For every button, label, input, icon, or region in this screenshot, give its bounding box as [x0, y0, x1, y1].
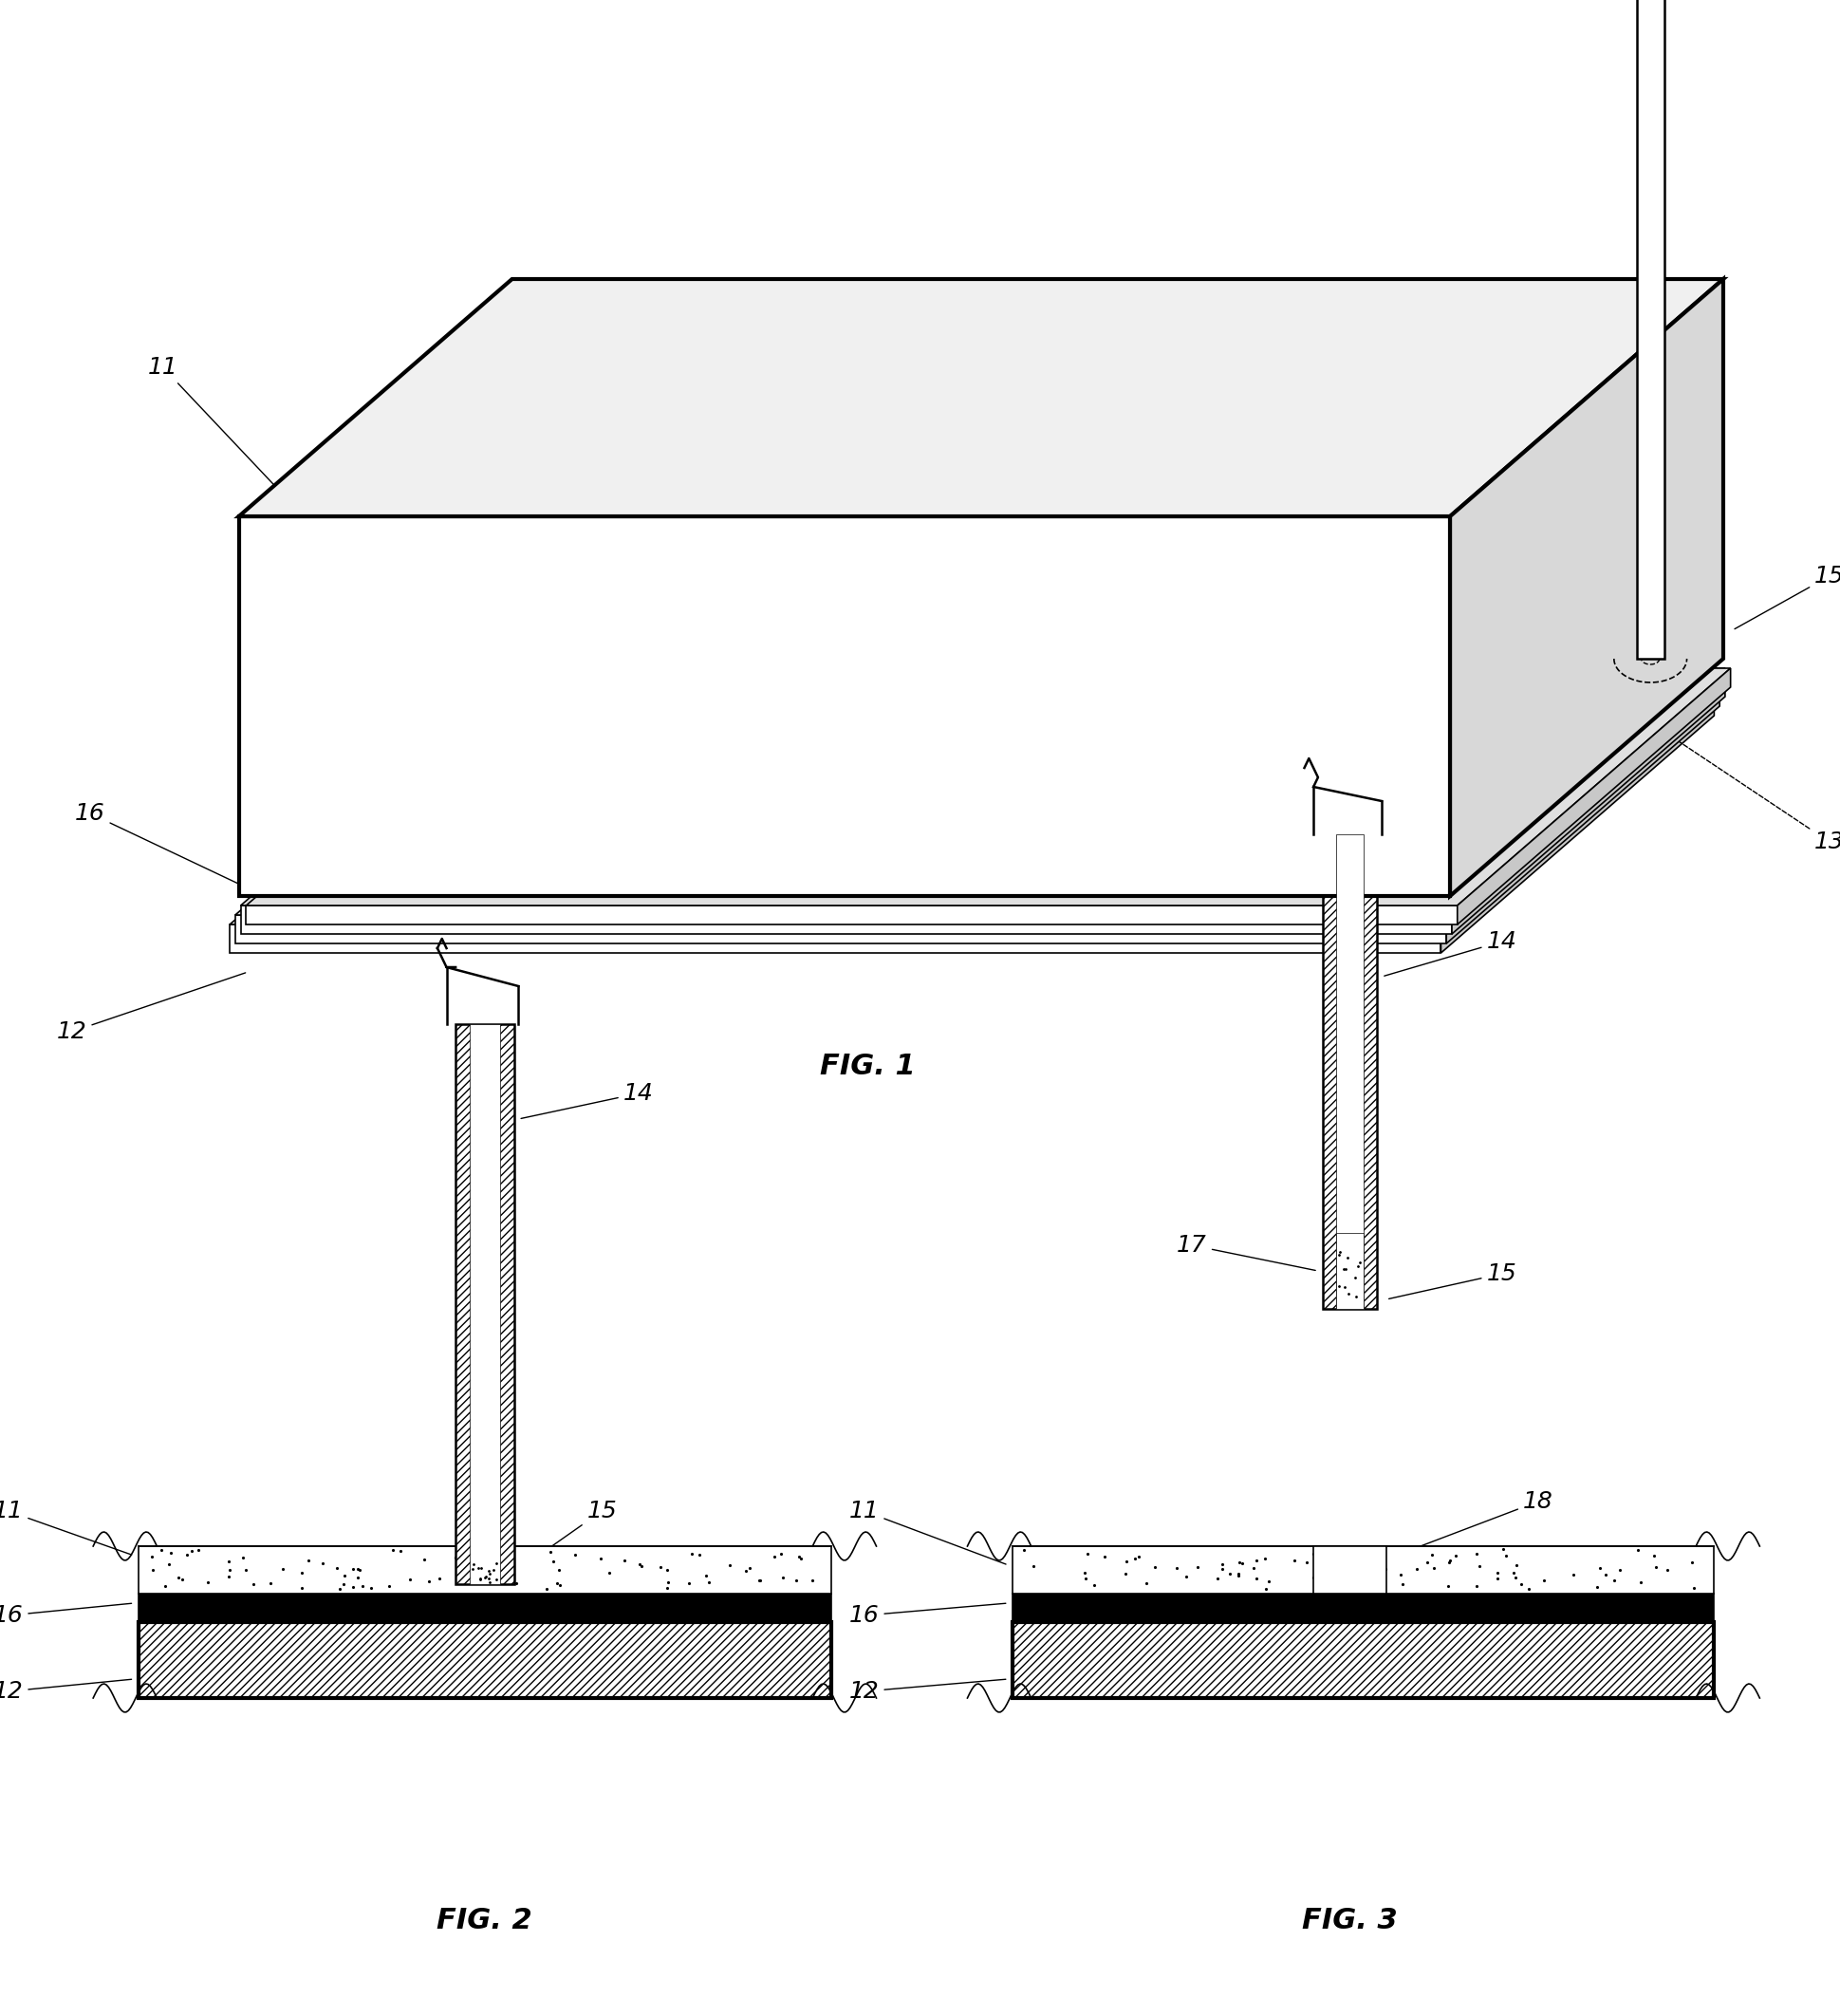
Text: FIG. 1: FIG. 1: [819, 1052, 914, 1081]
Polygon shape: [1450, 278, 1722, 895]
Polygon shape: [1457, 667, 1730, 925]
Text: 17: 17: [1176, 1234, 1316, 1270]
Text: 15: 15: [1387, 1262, 1516, 1298]
Text: FIG. 2: FIG. 2: [436, 1907, 532, 1935]
Polygon shape: [1012, 1623, 1713, 1697]
Polygon shape: [1012, 1593, 1713, 1623]
Text: 16: 16: [0, 1603, 131, 1627]
Polygon shape: [138, 1546, 830, 1593]
Polygon shape: [1452, 667, 1724, 933]
Text: 11: 11: [0, 1500, 132, 1554]
Text: 12: 12: [848, 1679, 1005, 1704]
Polygon shape: [1336, 1234, 1363, 1308]
Polygon shape: [454, 1024, 513, 1585]
Polygon shape: [241, 905, 1452, 933]
Text: 14: 14: [521, 1083, 653, 1119]
Polygon shape: [1446, 677, 1719, 943]
Text: 16: 16: [75, 802, 282, 905]
Polygon shape: [138, 1593, 830, 1623]
Polygon shape: [247, 905, 1457, 925]
Polygon shape: [230, 925, 1441, 954]
Polygon shape: [1636, 0, 1663, 659]
Polygon shape: [247, 667, 1730, 905]
Polygon shape: [1012, 1546, 1713, 1593]
Polygon shape: [236, 677, 1719, 915]
Text: 15: 15: [526, 1500, 616, 1564]
Polygon shape: [241, 667, 1724, 905]
Text: 12: 12: [57, 974, 245, 1042]
Text: 14: 14: [1384, 929, 1516, 976]
Text: 11: 11: [848, 1500, 1005, 1564]
Polygon shape: [236, 915, 1446, 943]
Text: 12: 12: [0, 1679, 131, 1704]
Text: 16: 16: [848, 1603, 1005, 1627]
Text: 15: 15: [1733, 564, 1840, 629]
Text: FIG. 3: FIG. 3: [1301, 1907, 1397, 1935]
Polygon shape: [138, 1623, 830, 1697]
Polygon shape: [239, 516, 1450, 895]
Text: 13: 13: [1671, 736, 1840, 853]
Polygon shape: [239, 278, 1722, 516]
Polygon shape: [1441, 687, 1713, 954]
Polygon shape: [469, 1024, 500, 1585]
Polygon shape: [1321, 835, 1376, 1308]
Polygon shape: [1336, 835, 1363, 1308]
Polygon shape: [230, 687, 1713, 925]
Text: 18: 18: [1397, 1490, 1553, 1554]
Polygon shape: [1312, 1546, 1386, 1593]
Text: 11: 11: [147, 357, 374, 591]
